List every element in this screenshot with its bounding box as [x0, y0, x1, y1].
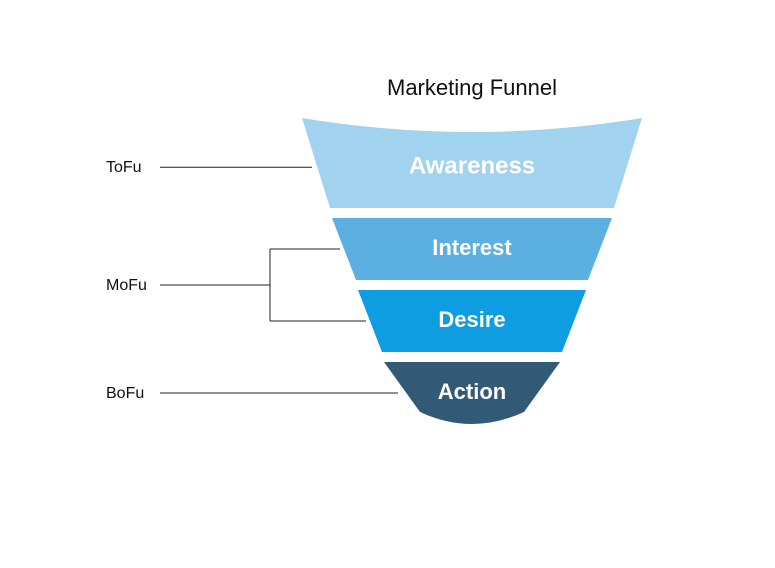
diagram-title: Marketing Funnel: [387, 75, 557, 100]
funnel-stage-label: Action: [438, 379, 506, 404]
funnel-annotation-label: MoFu: [106, 277, 147, 294]
funnel-annotation-label: ToFu: [106, 159, 142, 176]
funnel-stage-label: Desire: [438, 307, 505, 332]
funnel-annotation-label: BoFu: [106, 385, 144, 402]
funnel-stage-label: Awareness: [409, 153, 535, 180]
funnel-stage-label: Interest: [432, 235, 512, 260]
